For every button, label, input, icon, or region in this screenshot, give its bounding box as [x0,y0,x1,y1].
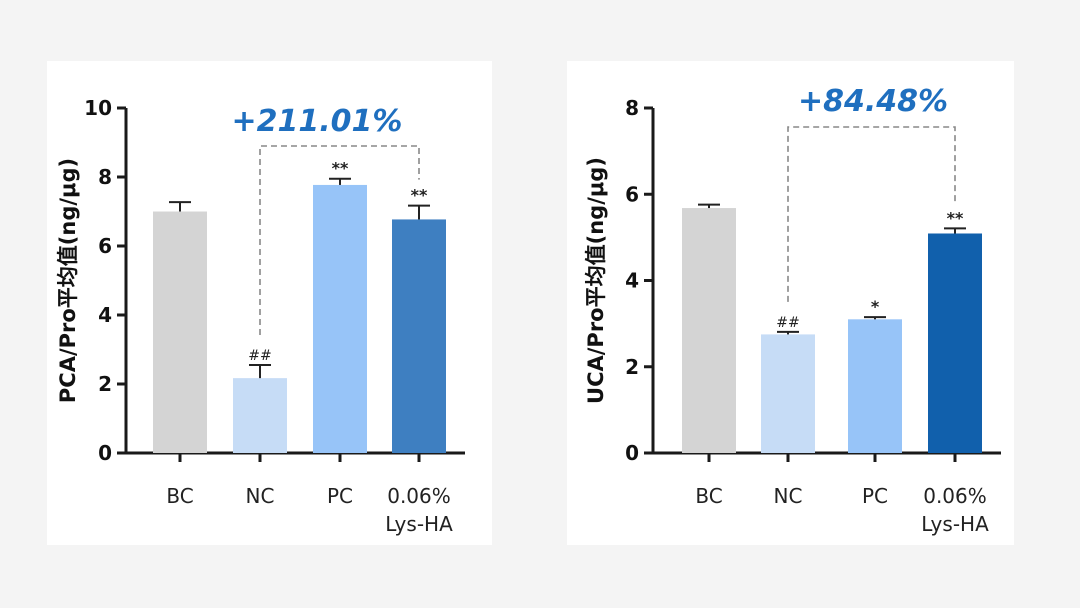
pca-bar-0 [153,211,207,453]
uca-y-tick-label: 2 [625,355,639,379]
uca-significance-1: ## [776,315,799,331]
uca-y-tick-label: 0 [625,441,639,465]
pca-significance-3: ** [411,186,428,205]
uca-bar-chart: 0 2 4 6 8 UCA/Pro平均值(ng/μg) BC ## NC * PC ** 0.06% Ly… [584,84,1001,536]
pca-bar-2 [313,184,367,453]
pca-category-label-1: NC [246,484,275,508]
pca-significance-1: ## [248,348,271,364]
pca-y-tick-label: 8 [98,165,112,189]
pca-category-label-2: PC [327,484,353,508]
pca-y-tick-label: 4 [98,303,112,327]
uca-y-tick-label: 6 [625,182,639,206]
uca-category-label-0: BC [695,484,722,508]
pca-bar-3 [392,219,446,453]
pca-y-tick-label: 6 [98,234,112,258]
uca-category-label-1: NC [774,484,803,508]
uca-bar-1 [761,334,815,453]
chart-panel-pca: 0 2 4 6 8 10 PCA/Pro平均值(ng/μg) BC ## NC ** PC ** 0.06… [47,61,492,545]
uca-bar-2 [848,319,902,453]
uca-category-label-2: PC [862,484,888,508]
uca-y-tick-label: 4 [625,269,639,293]
pca-y-tick-label: 2 [98,372,112,396]
pca-bar-chart: 0 2 4 6 8 10 PCA/Pro平均值(ng/μg) BC ## NC ** PC ** 0.06… [56,96,465,536]
uca-comparison-label: +84.48% [798,84,948,119]
uca-y-axis-label: UCA/Pro平均值(ng/μg) [584,157,608,404]
pca-category-label-0: BC [166,484,193,508]
pca-category-label-3: Lys-HA [385,512,453,536]
pca-y-tick-label: 10 [84,96,112,120]
chart-panel-uca: 0 2 4 6 8 UCA/Pro平均值(ng/μg) BC ## NC * PC ** 0.06% Ly… [567,61,1014,545]
uca-category-label-3: 0.06% [923,484,987,508]
uca-category-label-3: Lys-HA [921,512,989,536]
pca-significance-2: ** [332,159,349,178]
uca-significance-3: ** [947,208,964,227]
pca-bar-1 [233,378,287,453]
pca-comparison-bracket [259,145,420,336]
uca-bar-3 [928,233,982,453]
uca-significance-2: * [871,297,880,316]
uca-y-tick-label: 8 [625,96,639,120]
pca-y-axis-label: PCA/Pro平均值(ng/μg) [56,158,80,403]
uca-bar-0 [682,208,736,453]
pca-category-label-3: 0.06% [387,484,451,508]
pca-y-tick-label: 0 [98,441,112,465]
pca-comparison-label: +211.01% [232,104,403,139]
